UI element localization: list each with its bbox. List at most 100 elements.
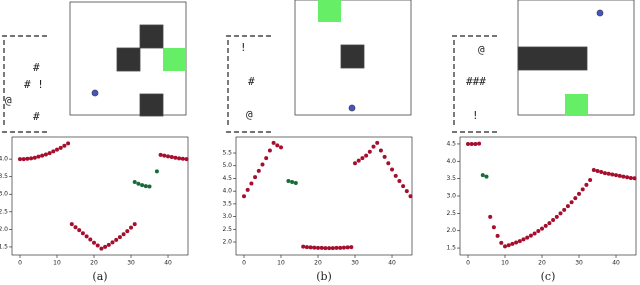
point (562, 207, 567, 212)
point (588, 178, 593, 183)
point (577, 191, 582, 196)
y-tick-label: 4.5 (446, 140, 456, 147)
x-tick-label: 40 (388, 260, 396, 267)
point (510, 241, 515, 246)
x-tick-label: 30 (127, 260, 135, 267)
point (404, 189, 409, 194)
y-tick-label: 5.5 (222, 150, 232, 157)
y-tick-label: 3.5 (446, 175, 456, 182)
point (132, 179, 137, 184)
point (390, 167, 395, 172)
point (103, 244, 108, 249)
point (180, 156, 185, 161)
ascii-row: # (33, 110, 40, 123)
point (401, 184, 406, 189)
caption: (a) (92, 270, 107, 283)
point (319, 245, 324, 250)
x-tick-label: 30 (575, 260, 583, 267)
point (84, 234, 89, 239)
point (62, 143, 67, 148)
y-tick-label: 2.0 (446, 227, 456, 234)
y-tick-label: 4.0 (446, 158, 456, 165)
point (286, 178, 291, 183)
point (275, 143, 280, 148)
ascii-row: @ (5, 94, 12, 107)
plot-frame (235, 136, 413, 256)
y-tick-label: 5.0 (222, 162, 232, 169)
point (573, 196, 578, 201)
x-tick-label: 10 (277, 260, 285, 267)
point (92, 240, 97, 245)
point (338, 245, 343, 250)
point (278, 145, 283, 150)
point (364, 153, 369, 158)
ascii-row: # (33, 61, 40, 74)
caption: (c) (541, 270, 556, 283)
point (154, 169, 159, 174)
point (177, 156, 182, 161)
wall (340, 44, 365, 69)
point (397, 178, 402, 183)
goal (163, 48, 186, 71)
point (95, 243, 100, 248)
x-tick-label: 0 (242, 260, 246, 267)
point (353, 161, 358, 166)
point (584, 182, 589, 187)
point (408, 194, 413, 199)
point (69, 222, 74, 227)
point (345, 245, 350, 250)
point (375, 140, 380, 145)
point (301, 244, 306, 249)
point (147, 184, 152, 189)
point (73, 225, 78, 230)
y-tick-label: 4.5 (222, 175, 232, 182)
wall (139, 24, 164, 49)
point (88, 237, 93, 242)
point (158, 152, 163, 157)
y-tick-label: 2.5 (446, 210, 456, 217)
point (184, 157, 189, 162)
ascii-frames (2, 35, 498, 133)
point (521, 237, 526, 242)
ascii-row: ### (466, 75, 486, 88)
ascii-row: ! (240, 41, 247, 54)
point (506, 243, 511, 248)
point (66, 141, 71, 146)
point (136, 181, 141, 186)
y-tick-label: 1.5 (446, 245, 456, 252)
point (32, 155, 37, 160)
point (491, 225, 496, 230)
x-tick-label: 20 (314, 260, 322, 267)
y-tick-label: 3.0 (222, 213, 232, 220)
y-tick-label: 2.0 (222, 239, 232, 246)
point (29, 156, 34, 161)
point (140, 183, 145, 188)
y-tick-label: 1.5 (0, 243, 8, 250)
point (547, 221, 552, 226)
point (551, 217, 556, 222)
point (484, 174, 489, 179)
point (249, 181, 254, 186)
point (129, 225, 134, 230)
x-tick-label: 0 (466, 260, 470, 267)
point (323, 246, 328, 251)
gridworlds (69, 0, 635, 117)
point (602, 171, 607, 176)
point (316, 245, 321, 250)
point (517, 239, 522, 244)
y-tick-label: 4.0 (222, 188, 232, 195)
point (58, 145, 63, 150)
goal (565, 94, 588, 116)
agent (348, 104, 356, 112)
point (106, 242, 111, 247)
agent (91, 89, 99, 97)
point (117, 235, 122, 240)
point (543, 223, 548, 228)
point (614, 173, 619, 178)
point (245, 187, 250, 192)
agent (596, 9, 604, 17)
point (378, 148, 383, 153)
point (367, 149, 372, 154)
point (114, 237, 119, 242)
